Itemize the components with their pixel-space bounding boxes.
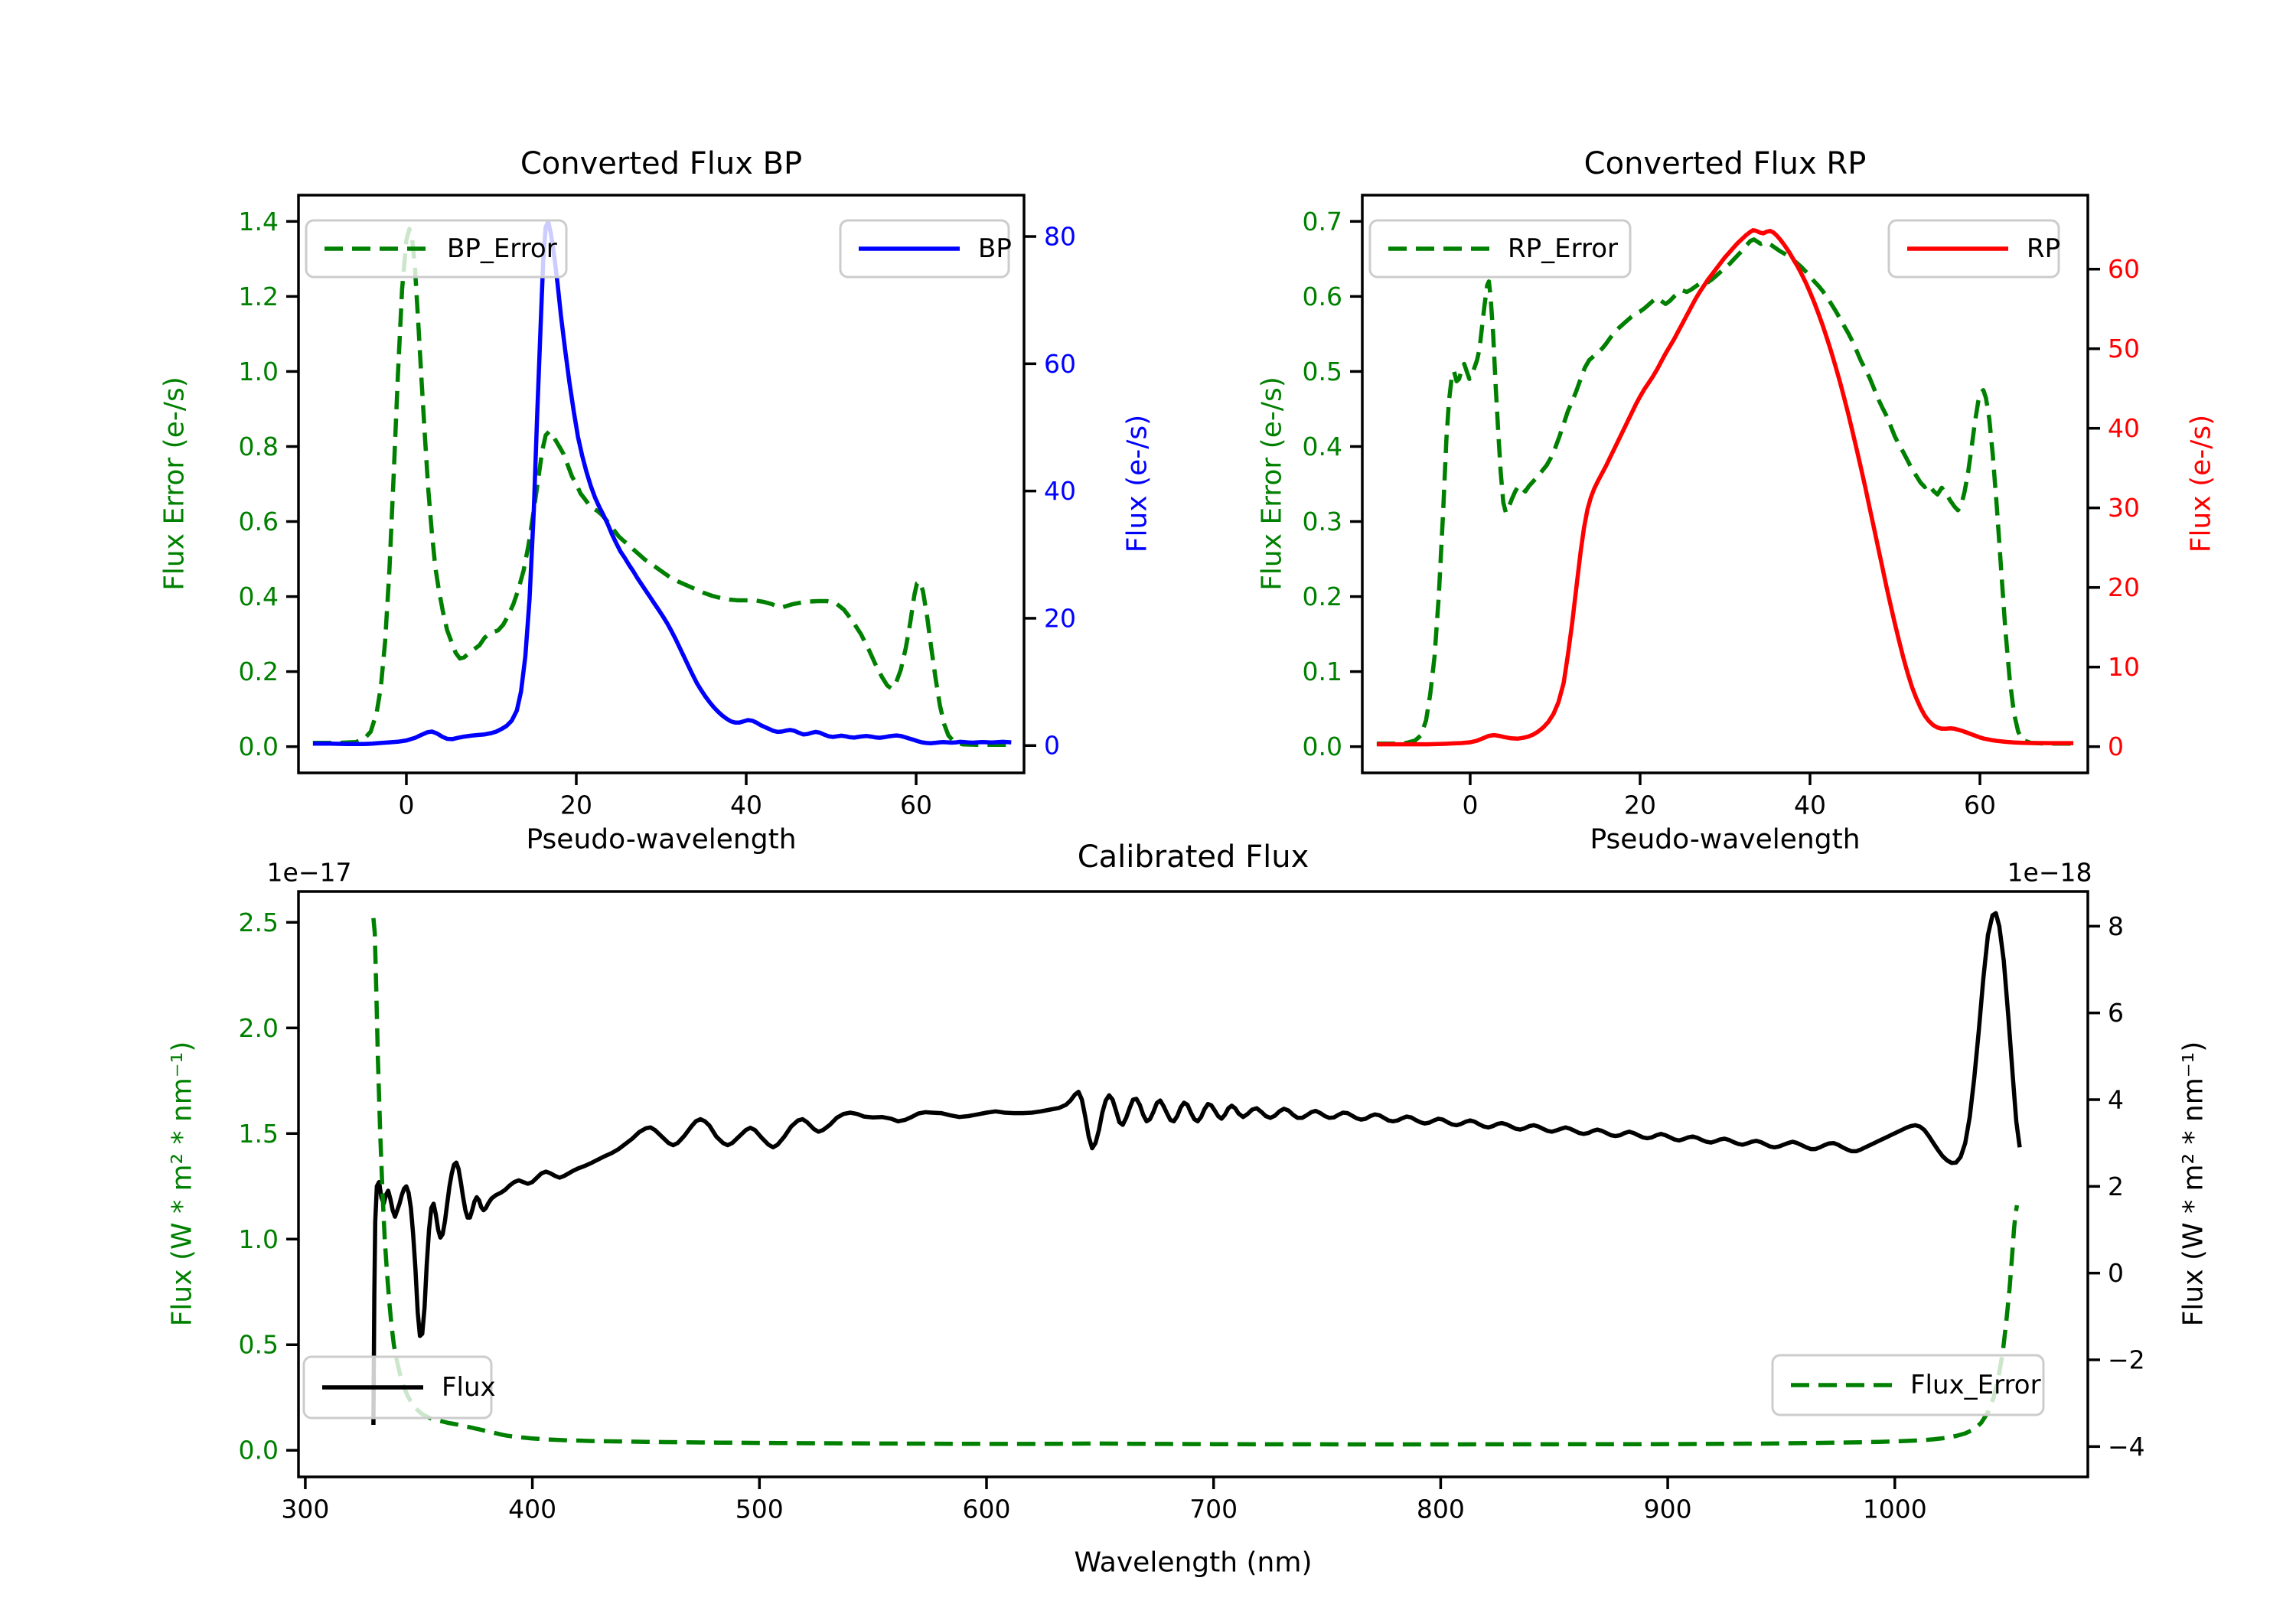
- rp-ytick-left-label: 0.5: [1303, 357, 1342, 386]
- bp-ytick-left-label: 0.0: [239, 732, 279, 761]
- cal-ytick-right-label: 0: [2108, 1258, 2124, 1288]
- rp-ylabel-right: Flux (e-/s): [2185, 414, 2217, 553]
- flux-error-legend-label: Flux_Error: [1910, 1370, 2041, 1400]
- rp-legend-label: RP: [2027, 233, 2061, 264]
- bp-xtick-label: 60: [900, 790, 932, 820]
- cal-ytick-right-label: −2: [2108, 1345, 2145, 1375]
- rp-legend-box: [1368, 219, 1632, 279]
- bp-xtick-label: 0: [398, 790, 414, 820]
- bp-error-legend-label: BP_Error: [447, 233, 557, 264]
- cal-ylabel-left: Flux (W * m² * nm⁻¹): [166, 1041, 198, 1327]
- bp-ytick-left-label: 0.6: [239, 507, 279, 536]
- cal-xtick-label: 500: [735, 1495, 784, 1524]
- rp-ytick-right-label: 0: [2108, 732, 2124, 761]
- cal-ytick-left-label: 1.0: [239, 1224, 279, 1254]
- cal-legend-box: [1771, 1354, 2045, 1416]
- bp-legend-label: BP: [978, 233, 1012, 264]
- bp-ytick-right-label: 60: [1044, 349, 1076, 379]
- rp-ytick-right-label: 30: [2108, 493, 2140, 523]
- rp-ytick-left-label: 0.7: [1303, 207, 1342, 236]
- rp-ytick-left-label: 0.1: [1303, 657, 1342, 686]
- bp-ytick-right-label: 0: [1044, 731, 1060, 761]
- cal-ylabel-right: Flux (W * m² * nm⁻¹): [2177, 1041, 2210, 1327]
- cal-xtick-label: 800: [1417, 1495, 1465, 1524]
- rp-xtick-label: 20: [1624, 790, 1656, 820]
- cal-offset-left: 1e−17: [266, 857, 352, 888]
- rp-xlabel: Pseudo-wavelength: [1590, 823, 1861, 856]
- rp-ytick-right-label: 50: [2108, 334, 2140, 363]
- bp-ylabel-left: Flux Error (e-/s): [158, 376, 191, 591]
- cal-offset-right: 1e−18: [2007, 857, 2092, 888]
- bp-xtick-label: 40: [730, 790, 762, 820]
- cal-ytick-right-label: 8: [2108, 911, 2124, 941]
- cal-xtick-label: 1000: [1863, 1495, 1927, 1524]
- cal-flux-curve: [371, 911, 2022, 1426]
- bp-ytick-right-label: 20: [1044, 603, 1076, 633]
- cal-xlabel: Wavelength (nm): [1074, 1547, 1313, 1579]
- rp-ytick-right-label: 10: [2108, 652, 2140, 682]
- rp-ytick-left-label: 0.0: [1303, 732, 1342, 761]
- rp-ytick-right-label: 60: [2108, 254, 2140, 284]
- bp-ytick-left-label: 0.2: [239, 657, 279, 686]
- cal-xtick-label: 900: [1644, 1495, 1692, 1524]
- flux-legend-label: Flux: [442, 1372, 496, 1403]
- bp-ytick-left-label: 1.2: [239, 282, 279, 311]
- cal-ytick-right-label: −4: [2108, 1432, 2145, 1462]
- rp-ytick-right-label: 40: [2108, 413, 2140, 443]
- rp-ytick-left-label: 0.6: [1303, 282, 1342, 311]
- bp-ytick-right-label: 40: [1044, 476, 1076, 506]
- bp-ytick-left-label: 1.0: [239, 357, 279, 386]
- cal-ytick-right-label: 6: [2108, 998, 2124, 1028]
- cal-flux_error-curve: [371, 918, 2020, 1447]
- bp-ylabel-right: Flux (e-/s): [1121, 414, 1153, 553]
- cal-ytick-left-label: 1.5: [239, 1119, 279, 1149]
- rp-ytick-left-label: 0.2: [1303, 582, 1342, 611]
- rp-xtick-label: 60: [1964, 790, 1996, 820]
- rp-xtick-label: 0: [1462, 790, 1478, 820]
- rp-rp_error-curve: [1376, 237, 2074, 746]
- bp-ytick-left-label: 1.4: [239, 207, 279, 236]
- bp-axes-frame: [297, 194, 1026, 774]
- cal-ytick-left-label: 2.0: [239, 1013, 279, 1043]
- bp-bp_error-curve: [312, 227, 1010, 747]
- bp-title: Converted Flux BP: [520, 146, 803, 181]
- bp-ytick-right-label: 80: [1044, 222, 1076, 252]
- bp-xtick-label: 20: [560, 790, 592, 820]
- cal-axes-frame: [297, 890, 2089, 1478]
- bp-bp-curve: [312, 220, 1012, 746]
- bp-legend-box: [305, 219, 568, 279]
- cal-ytick-right-label: 4: [2108, 1085, 2124, 1115]
- bp-ytick-left-label: 0.8: [239, 432, 279, 461]
- cal-ytick-left-label: 0.5: [239, 1330, 279, 1360]
- rp-ylabel-left: Flux Error (e-/s): [1256, 376, 1288, 591]
- cal-ytick-left-label: 2.5: [239, 908, 279, 937]
- cal-xtick-label: 300: [281, 1495, 329, 1524]
- rp-error-legend-label: RP_Error: [1508, 233, 1619, 264]
- bp-ytick-left-label: 0.4: [239, 582, 279, 611]
- rp-ytick-right-label: 20: [2108, 572, 2140, 602]
- cal-title: Calibrated Flux: [1077, 839, 1309, 875]
- rp-title: Converted Flux RP: [1583, 146, 1867, 181]
- rp-axes-frame: [1361, 194, 2089, 774]
- cal-xtick-label: 700: [1189, 1495, 1238, 1524]
- rp-rp-curve: [1376, 228, 2074, 747]
- cal-ytick-right-label: 2: [2108, 1172, 2124, 1201]
- cal-ytick-left-label: 0.0: [239, 1436, 279, 1465]
- rp-xtick-label: 40: [1794, 790, 1826, 820]
- bp-xlabel: Pseudo-wavelength: [526, 823, 797, 856]
- rp-ytick-left-label: 0.3: [1303, 507, 1342, 536]
- rp-ytick-left-label: 0.4: [1303, 432, 1342, 461]
- cal-xtick-label: 600: [963, 1495, 1011, 1524]
- cal-xtick-label: 400: [508, 1495, 556, 1524]
